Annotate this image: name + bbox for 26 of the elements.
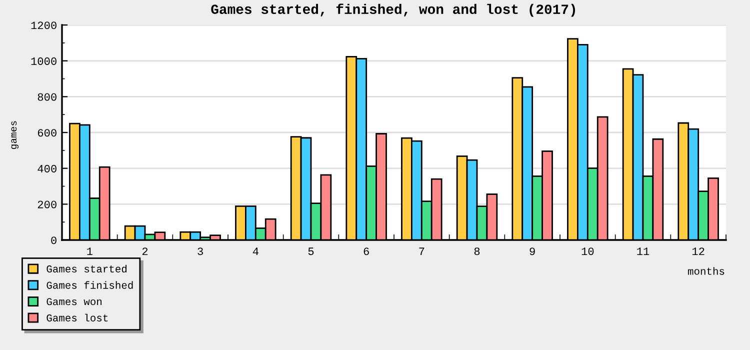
y-tick-label: 1200 (31, 22, 56, 30)
x-tick-label: 11 (637, 248, 650, 255)
x-tick-label: 7 (419, 248, 424, 255)
legend-label: Games started (46, 264, 127, 273)
x-tick-label: 8 (474, 248, 480, 256)
chart-title: Games started, finished, won and lost (2017) (211, 4, 576, 17)
y-tick-label: 600 (38, 129, 56, 137)
y-axis-title: games (11, 121, 19, 149)
x-tick-label: 9 (530, 248, 535, 256)
x-tick-label: 3 (198, 248, 203, 256)
x-tick-label: 2 (142, 248, 148, 255)
x-tick-label: 1 (87, 248, 92, 255)
x-tick-label: 6 (364, 248, 369, 256)
legend-label: Games finished (46, 281, 133, 289)
y-tick-label: 0 (51, 236, 56, 244)
x-tick-label: 4 (252, 248, 258, 255)
y-tick-label: 1000 (31, 57, 56, 65)
legend-label: Games won (46, 298, 102, 306)
x-axis-title: months (688, 267, 724, 275)
y-tick-label: 400 (38, 164, 56, 172)
x-tick-label: 5 (308, 248, 314, 256)
y-tick-label: 800 (38, 93, 56, 101)
legend-label: Games lost (46, 314, 108, 322)
y-tick-label: 200 (38, 200, 56, 208)
x-tick-label: 12 (692, 248, 704, 255)
x-tick-label: 10 (582, 248, 594, 256)
